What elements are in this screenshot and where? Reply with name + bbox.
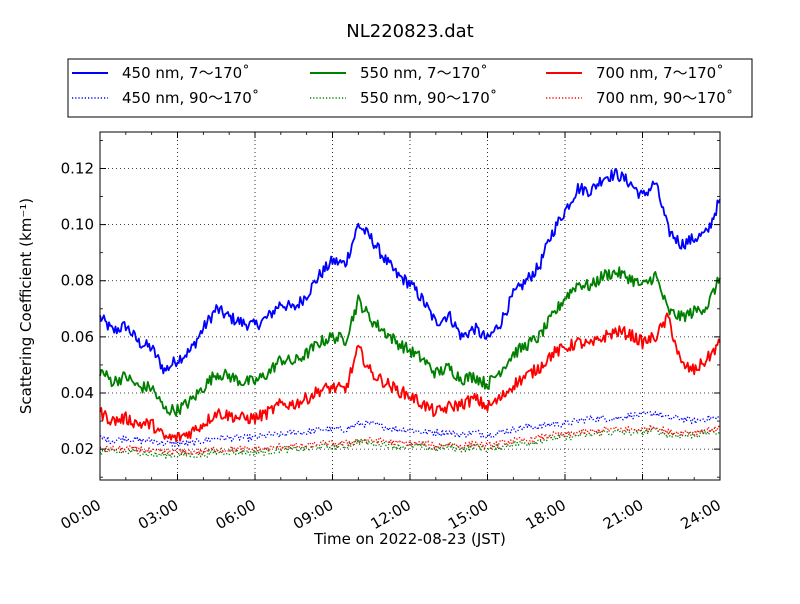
y-tick-label: 0.04 [61,384,94,402]
y-tick-label: 0.08 [61,272,94,290]
legend-label-2: 450 nm, 90～170˚ [122,89,259,107]
x-axis-label: Time on 2022-08-23 (JST) [313,530,506,548]
y-tick-label: 0.12 [61,159,94,177]
y-tick-label: 0.02 [61,440,94,458]
series-line-1 [99,168,721,375]
legend-label-1: 450 nm, 7～170˚ [122,64,250,82]
legend-label-4: 550 nm, 90～170˚ [360,89,497,107]
series-line-3 [99,266,721,417]
y-tick-label: 0.10 [61,216,94,234]
legend-label-5: 700 nm, 7～170˚ [596,64,724,82]
plot-frame [99,131,721,481]
legend-label-6: 700 nm, 90～170˚ [596,89,733,107]
legend-frame [67,58,753,118]
y-tick-label: 0.06 [61,328,94,346]
series-line-2 [99,411,721,447]
series-group [99,168,721,459]
series-line-6 [99,423,721,456]
series-line-5 [99,312,721,443]
legend: 450 nm, 7～170˚ 450 nm, 90～170˚ 550 nm, 7～1… [67,58,753,118]
legend-label-3: 550 nm, 7～170˚ [360,64,488,82]
chart-title: NL220823.dat [346,21,473,42]
grid-lines [100,132,720,480]
y-axis-label: Scattering Coefficient (km⁻¹) [17,198,35,414]
